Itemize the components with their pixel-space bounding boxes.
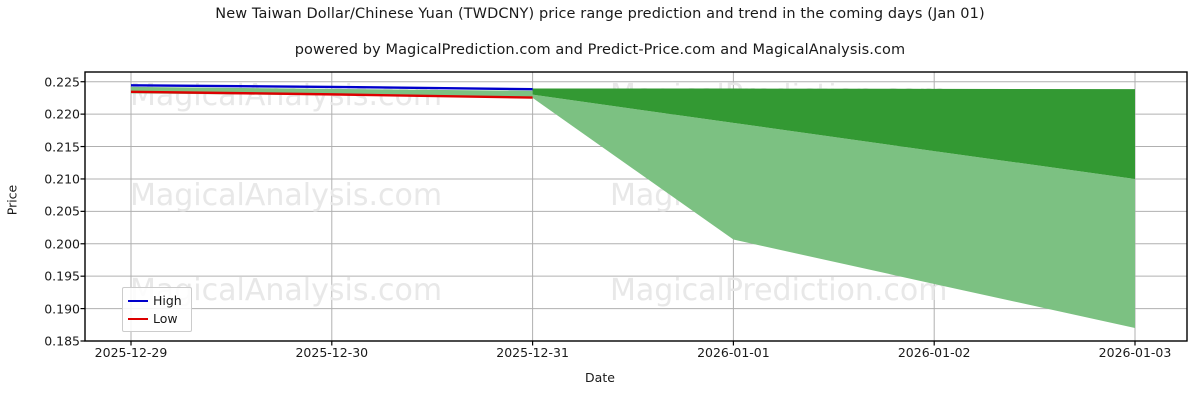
legend-swatch-low xyxy=(128,318,148,320)
y-tick-label: 0.200 xyxy=(44,236,80,252)
x-tick-label: 2025-12-29 xyxy=(94,345,168,360)
y-tick-label: 0.210 xyxy=(44,171,80,187)
y-tick-label: 0.225 xyxy=(44,74,80,90)
legend-swatch-high xyxy=(128,300,148,302)
x-tick-label: 2026-01-02 xyxy=(897,345,971,360)
y-tick-label: 0.190 xyxy=(44,301,80,317)
x-tick-label: 2026-01-01 xyxy=(697,345,770,360)
legend-label-low: Low xyxy=(153,310,178,326)
legend-item-low: Low xyxy=(128,310,186,328)
legend-item-high: High xyxy=(128,292,186,310)
y-axis-ticks: 0.185 0.190 0.195 0.200 0.205 0.210 0.215 0.220… xyxy=(20,0,80,400)
x-tick-label: 2026-01-03 xyxy=(1098,345,1172,360)
y-tick-label: 0.215 xyxy=(44,139,80,155)
svg-text:MagicalAnalysis.com: MagicalAnalysis.com xyxy=(130,178,442,213)
legend-label-high: High xyxy=(153,292,182,308)
x-tick-label: 2025-12-31 xyxy=(496,345,569,360)
chart-legend: High Low xyxy=(122,287,192,332)
x-tick-label: 2025-12-30 xyxy=(295,345,369,360)
chart-title: New Taiwan Dollar/Chinese Yuan (TWDCNY) … xyxy=(215,6,985,22)
y-tick-label: 0.195 xyxy=(44,268,80,284)
svg-text:MagicalPrediction.com: MagicalPrediction.com xyxy=(610,273,948,308)
x-axis-label: Date xyxy=(585,370,615,385)
y-tick-label: 0.185 xyxy=(44,333,80,349)
y-tick-label: 0.220 xyxy=(44,106,80,122)
chart-subtitle: powered by MagicalPrediction.com and Pre… xyxy=(294,42,906,58)
y-tick-label: 0.205 xyxy=(44,203,80,219)
